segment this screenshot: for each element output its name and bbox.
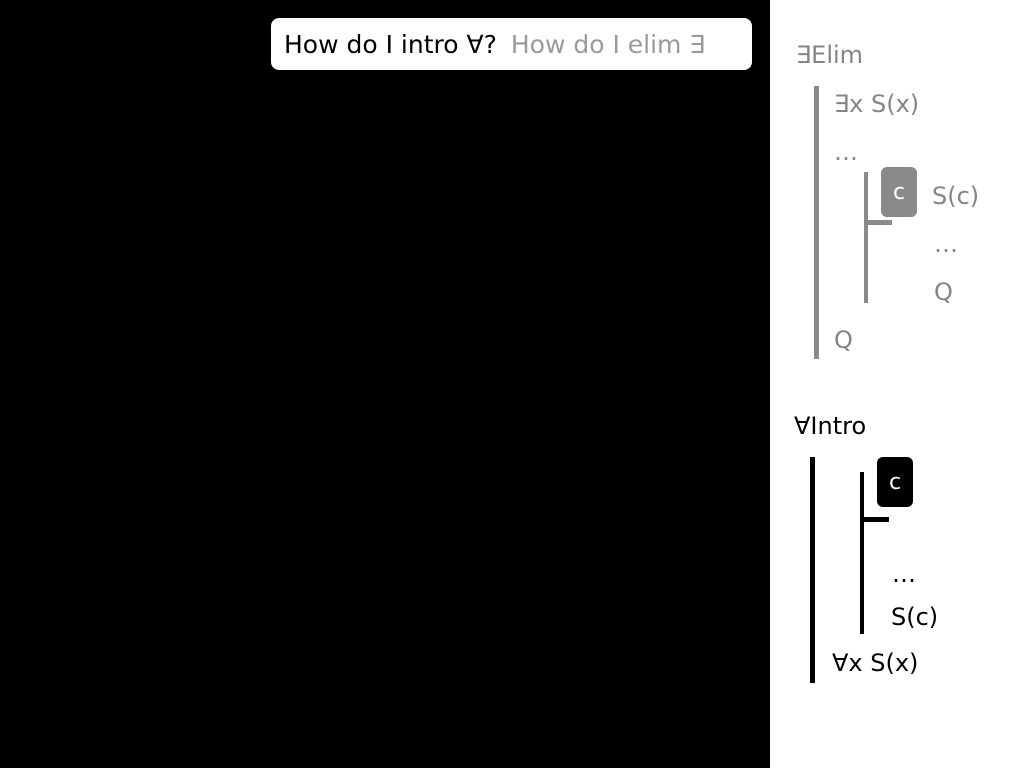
- forall-intro-title: ∀Intro: [794, 412, 867, 440]
- forall-outer-scope-bar: [810, 457, 815, 683]
- exists-elim-title: ∃Elim: [796, 41, 864, 69]
- forall-inner-scope-bar: [860, 472, 864, 634]
- rules-panel: ∃Elim ∃x S(x) … c S(c) … Q Q ∀Intro c … …: [770, 0, 1024, 768]
- exists-dots-inner: …: [934, 230, 958, 258]
- query-bar[interactable]: How do I intro ∀? How do I elim ∃: [271, 18, 752, 70]
- forall-witness-box[interactable]: c: [877, 457, 913, 507]
- assumption-line: [864, 220, 892, 225]
- forall-assumption-line: [860, 517, 889, 522]
- exists-inner-conclusion: Q: [934, 278, 953, 306]
- inner-scope-bar: [864, 172, 868, 303]
- forall-conclusion: ∀x S(x): [832, 649, 919, 677]
- proof-canvas[interactable]: How do I intro ∀? How do I elim ∃: [0, 0, 770, 768]
- forall-inner-conclusion: S(c): [891, 603, 939, 631]
- forall-dots: …: [892, 560, 916, 588]
- witness-box[interactable]: c: [881, 167, 917, 217]
- exists-conclusion: Q: [834, 326, 853, 354]
- query-input[interactable]: How do I intro ∀?: [284, 29, 497, 59]
- exists-assumption: S(c): [932, 182, 980, 210]
- exists-dots-outer: …: [834, 138, 858, 166]
- outer-scope-bar: [814, 86, 819, 359]
- query-suggestion[interactable]: How do I elim ∃: [510, 29, 706, 59]
- exists-premise: ∃x S(x): [834, 90, 920, 118]
